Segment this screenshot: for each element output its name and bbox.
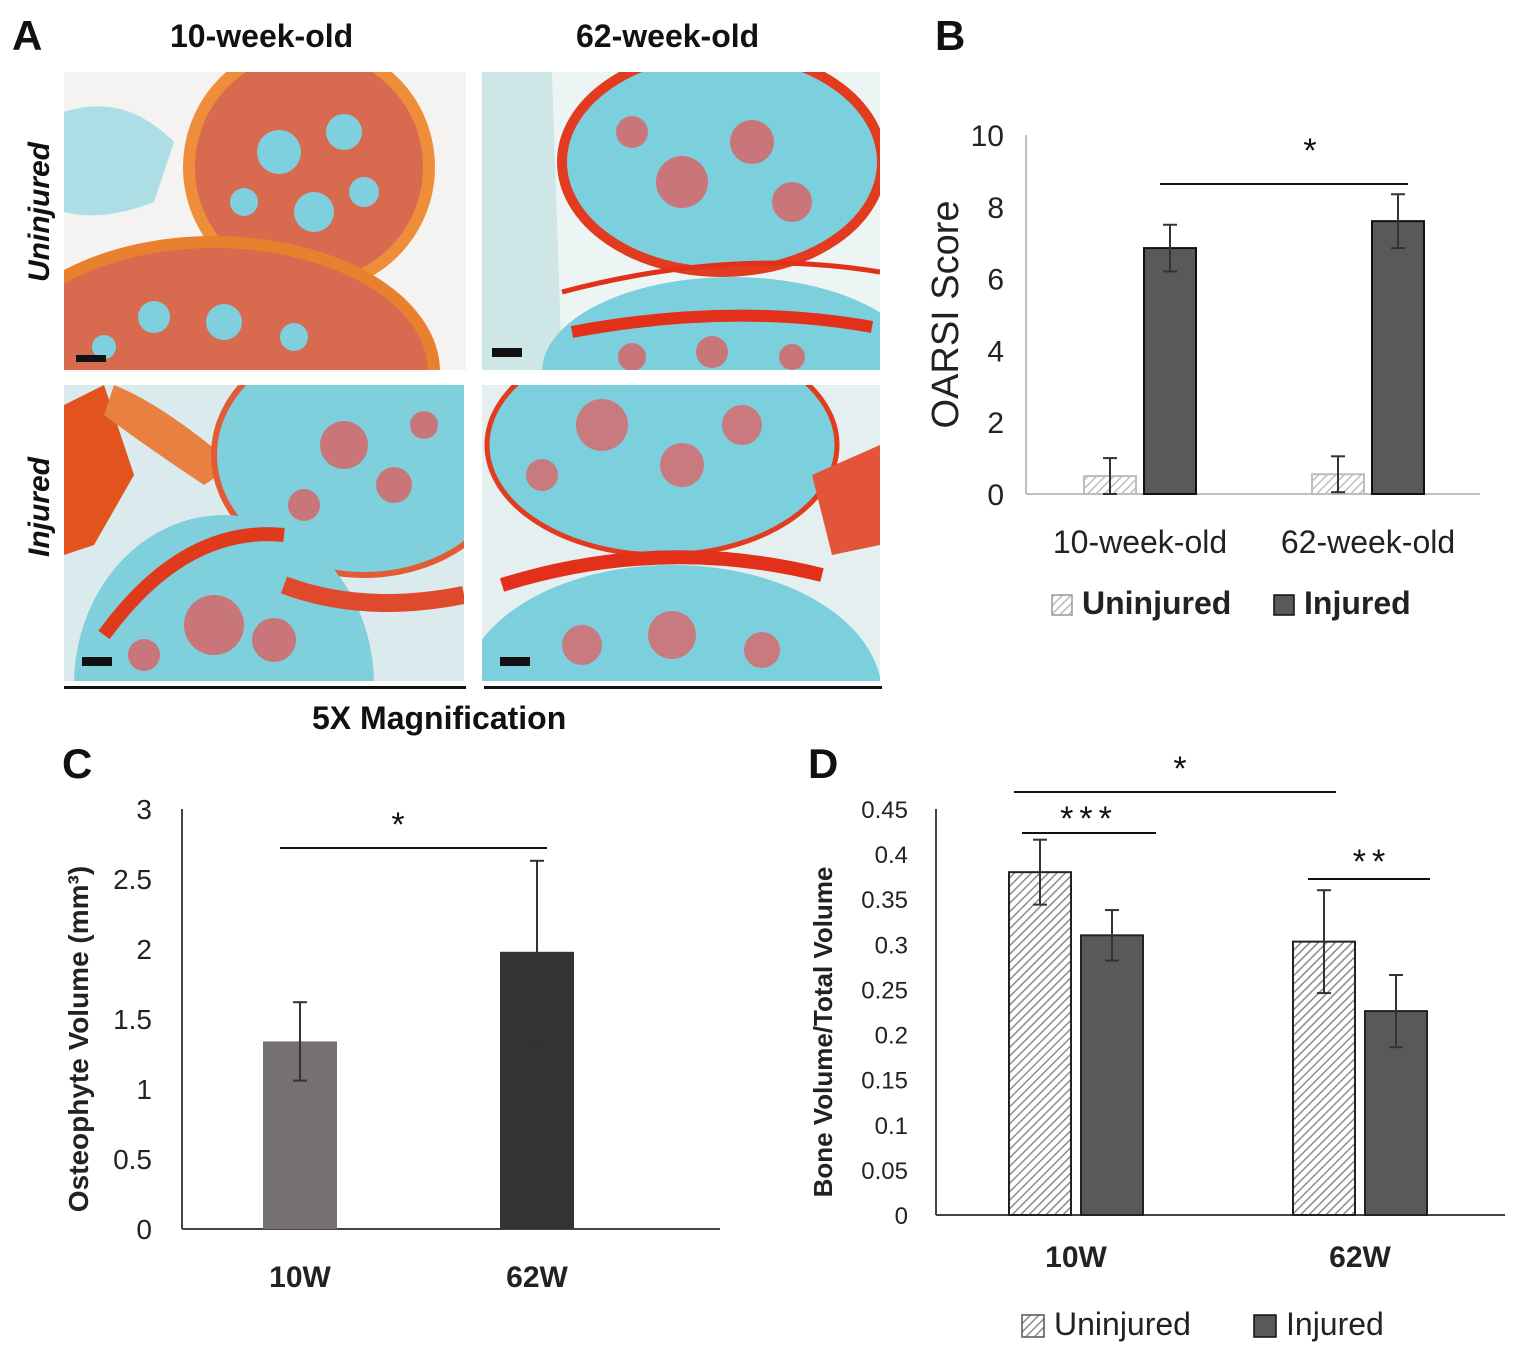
chart-b-y-tick-label: 10 xyxy=(971,120,1004,153)
chart-c-significance-star: * xyxy=(391,806,404,844)
chart-b-y-tick-label: 6 xyxy=(987,264,1004,297)
micrograph-injured-10-week xyxy=(64,385,464,681)
chart-b-y-tick-label: 8 xyxy=(987,192,1004,225)
row-header-uninjured: Uninjured xyxy=(23,142,56,282)
chart-b-y-tick-label: 4 xyxy=(987,335,1004,368)
chart-d-significance-label-62w: ** xyxy=(1353,843,1391,881)
chart-c-y-tick-label: 2.5 xyxy=(113,864,152,895)
chart-c-category-label: 10W xyxy=(269,1261,331,1294)
magnification-rule-right xyxy=(484,686,882,689)
chart-d-legend-injured: Injured xyxy=(1286,1306,1384,1342)
chart-c-y-tick-label: 1 xyxy=(136,1074,152,1105)
chart-d-bar-injured-10w xyxy=(1080,934,1144,1217)
chart-d-category-label: 10W xyxy=(1045,1241,1107,1274)
chart-c-y-axis-title: Osteophyte Volume (mm³) xyxy=(63,866,94,1212)
chart-c-y-tick-label: 0.5 xyxy=(113,1144,152,1175)
chart-c-y-tick-label: 2 xyxy=(136,934,152,965)
chart-d-y-tick-label: 0.15 xyxy=(861,1068,908,1095)
chart-d-legend-uninjured: Uninjured xyxy=(1054,1306,1191,1342)
chart-b-y-tick-label: 0 xyxy=(987,479,1004,512)
chart-c-category-label: 62W xyxy=(506,1261,568,1294)
panel-a-letter: A xyxy=(12,12,43,59)
chart-d-y-tick-label: 0.4 xyxy=(875,842,908,869)
magnification-label: 5X Magnification xyxy=(312,700,567,736)
chart-b-y-axis-title: OARSI Score xyxy=(925,200,967,428)
chart-b-oarsi: 0 2 4 6 8 10 OARSI Score 10-week-old 62-week-old… xyxy=(925,120,1480,621)
chart-d-y-tick-label: 0.3 xyxy=(875,932,908,959)
chart-b-category-label: 62-week-old xyxy=(1281,524,1455,560)
chart-b-legend-swatch-uninjured xyxy=(1051,594,1073,616)
chart-c-y-tick-label: 0 xyxy=(136,1214,152,1245)
chart-b-bar-injured-1 xyxy=(1371,220,1425,495)
chart-b-category-label: 10-week-old xyxy=(1053,524,1227,560)
chart-c-y-tick-label: 1.5 xyxy=(113,1004,152,1035)
chart-d-y-tick-label: 0 xyxy=(895,1203,908,1230)
chart-b-significance-star: * xyxy=(1303,132,1316,170)
chart-d-legend-swatch-uninjured xyxy=(1021,1314,1045,1338)
micrograph-uninjured-62-week xyxy=(482,72,880,370)
column-header-62-week: 62-week-old xyxy=(576,18,760,54)
chart-c-y-tick-label: 3 xyxy=(136,794,152,825)
panel-b-letter: B xyxy=(935,12,966,59)
magnification-rule-left xyxy=(64,686,466,689)
chart-b-legend-swatch-injured xyxy=(1273,594,1295,616)
row-header-injured: Injured xyxy=(23,457,56,558)
column-header-10-week: 10-week-old xyxy=(170,18,354,54)
chart-d-category-label: 62W xyxy=(1329,1241,1391,1274)
chart-d-y-tick-label: 0.25 xyxy=(861,977,908,1004)
chart-d-legend-swatch-injured xyxy=(1253,1314,1277,1338)
micrograph-uninjured-10-week xyxy=(64,72,466,370)
chart-d-y-tick-label: 0.45 xyxy=(861,797,908,824)
chart-b-bar-injured-0 xyxy=(1143,247,1197,495)
chart-b-legend-uninjured: Uninjured xyxy=(1082,585,1231,621)
chart-d-bone-volume: 0 0.05 0.1 0.15 0.2 0.25 0.3 0.35 0.4 0.45 Bone Vo… xyxy=(808,750,1505,1342)
chart-c-osteophyte: 0 0.5 1 1.5 2 2.5 3 Osteophyte Volume (mm³) 10W 6… xyxy=(63,794,720,1294)
chart-d-y-tick-label: 0.35 xyxy=(861,887,908,914)
chart-d-y-tick-label: 0.1 xyxy=(875,1113,908,1140)
chart-d-significance-label-age: * xyxy=(1173,750,1186,788)
chart-b-y-tick-label: 2 xyxy=(987,407,1004,440)
chart-d-bar-uninjured-10w xyxy=(1008,871,1072,1216)
micrograph-injured-62-week xyxy=(482,385,880,681)
panel-c-letter: C xyxy=(62,740,93,787)
chart-b-legend-injured: Injured xyxy=(1304,585,1411,621)
chart-d-y-tick-label: 0.05 xyxy=(861,1158,908,1185)
chart-d-y-axis-title: Bone Volume/Total Volume xyxy=(808,867,838,1198)
chart-d-y-tick-label: 0.2 xyxy=(875,1023,908,1050)
panel-d-letter: D xyxy=(808,740,839,787)
chart-d-significance-label-10w: *** xyxy=(1060,800,1118,838)
